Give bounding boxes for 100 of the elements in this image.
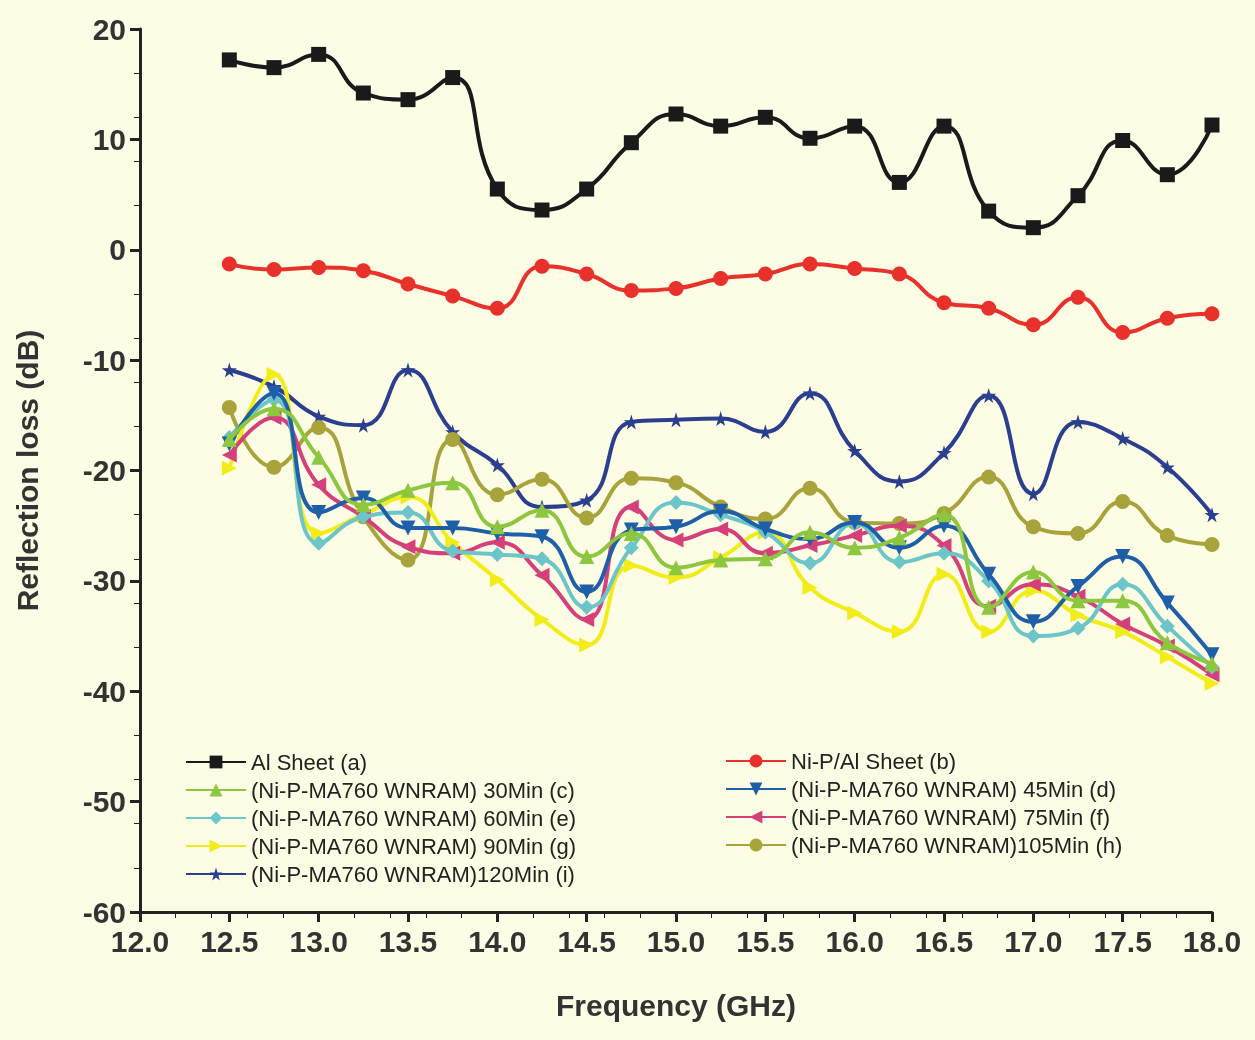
x-tick-label: 13.5: [378, 924, 438, 958]
point: [936, 566, 952, 582]
point: [311, 46, 327, 62]
point: [891, 624, 907, 640]
x-tick-label: 15.5: [736, 924, 795, 958]
point: [266, 401, 282, 417]
y-tick-label: -40: [82, 674, 126, 708]
point: [1204, 536, 1220, 552]
point: [400, 504, 416, 520]
point: [579, 266, 595, 282]
point: [1070, 578, 1086, 594]
point: [623, 470, 639, 486]
point: [1159, 618, 1175, 634]
point: [1204, 507, 1220, 523]
point: [445, 432, 461, 448]
point: [891, 474, 907, 490]
point: [847, 605, 863, 621]
point: [266, 60, 282, 76]
point: [847, 261, 863, 277]
point: [579, 584, 595, 600]
x-tick-label: 13.0: [289, 924, 348, 958]
point: [1115, 616, 1131, 632]
point: [489, 546, 505, 562]
point: [355, 263, 371, 279]
y-tick-label: -30: [82, 564, 126, 598]
point: [802, 555, 818, 571]
x-tick-label: 18.0: [1182, 924, 1242, 958]
point: [1115, 576, 1131, 592]
point: [489, 300, 505, 316]
point: [1159, 595, 1175, 611]
legend-label: (Ni-P-MA760 WNRAM)105Min (h): [791, 832, 1123, 858]
point: [1159, 459, 1175, 475]
point: [891, 530, 907, 546]
point: [1025, 317, 1041, 333]
point: [891, 554, 907, 570]
point: [668, 532, 684, 548]
point: [1070, 593, 1086, 609]
point: [936, 118, 952, 134]
point: [1159, 649, 1175, 665]
point: [400, 362, 416, 378]
y-tick-label: 10: [92, 122, 126, 156]
y-axis-title: Reflection loss (dB): [10, 329, 44, 612]
point: [534, 567, 550, 583]
point: [534, 612, 550, 628]
point: [579, 612, 595, 628]
legend-label: Al Sheet (a): [251, 749, 368, 775]
point: [1115, 430, 1131, 446]
point: [355, 85, 371, 101]
point: [489, 572, 505, 588]
point: [579, 637, 595, 653]
point: [1025, 519, 1041, 535]
point: [266, 366, 282, 382]
point: [623, 540, 639, 556]
x-tick-label: 16.0: [825, 924, 884, 958]
point: [1204, 676, 1220, 692]
point: [847, 528, 863, 544]
point: [668, 475, 684, 491]
point: [1204, 306, 1220, 322]
x-tick-label: 15.0: [646, 924, 706, 958]
point: [757, 109, 773, 125]
point: [847, 443, 863, 459]
point: [981, 387, 997, 403]
point: [489, 519, 505, 535]
point: [668, 495, 684, 511]
point: [400, 539, 416, 555]
point: [266, 262, 282, 278]
point: [1115, 549, 1131, 565]
point: [400, 520, 416, 536]
point: [757, 266, 773, 282]
point: [1159, 528, 1175, 544]
point: [445, 475, 461, 491]
point: [579, 549, 595, 565]
y-tick-label: -10: [82, 343, 126, 377]
point: [1070, 525, 1086, 541]
point: [355, 497, 371, 513]
point: [1070, 289, 1086, 305]
point: [266, 459, 282, 475]
point: [623, 135, 639, 151]
point: [891, 266, 907, 282]
point: [579, 599, 595, 615]
x-tick-label: 14.0: [468, 924, 527, 958]
legend-label: (Ni-P-MA760 WNRAM) 75Min (f): [791, 804, 1111, 830]
point: [400, 92, 416, 108]
point: [802, 385, 818, 401]
point: [311, 525, 327, 541]
point: [534, 471, 550, 487]
point: [221, 256, 237, 272]
point: [311, 535, 327, 551]
point: [891, 174, 907, 190]
point: [400, 482, 416, 498]
point: [445, 288, 461, 304]
point: [668, 106, 684, 122]
legend-label: (Ni-P-MA760 WNRAM) 30Min (c): [251, 777, 575, 803]
point: [579, 492, 595, 508]
point: [713, 521, 729, 537]
point: [534, 202, 550, 218]
point: [936, 445, 952, 461]
point: [1025, 564, 1041, 580]
point: [400, 552, 416, 568]
point: [713, 118, 729, 134]
